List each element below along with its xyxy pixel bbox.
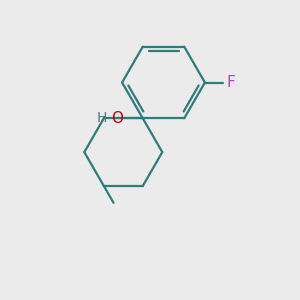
Text: H: H [97, 111, 107, 125]
Text: O: O [111, 111, 123, 126]
Text: F: F [226, 75, 235, 90]
